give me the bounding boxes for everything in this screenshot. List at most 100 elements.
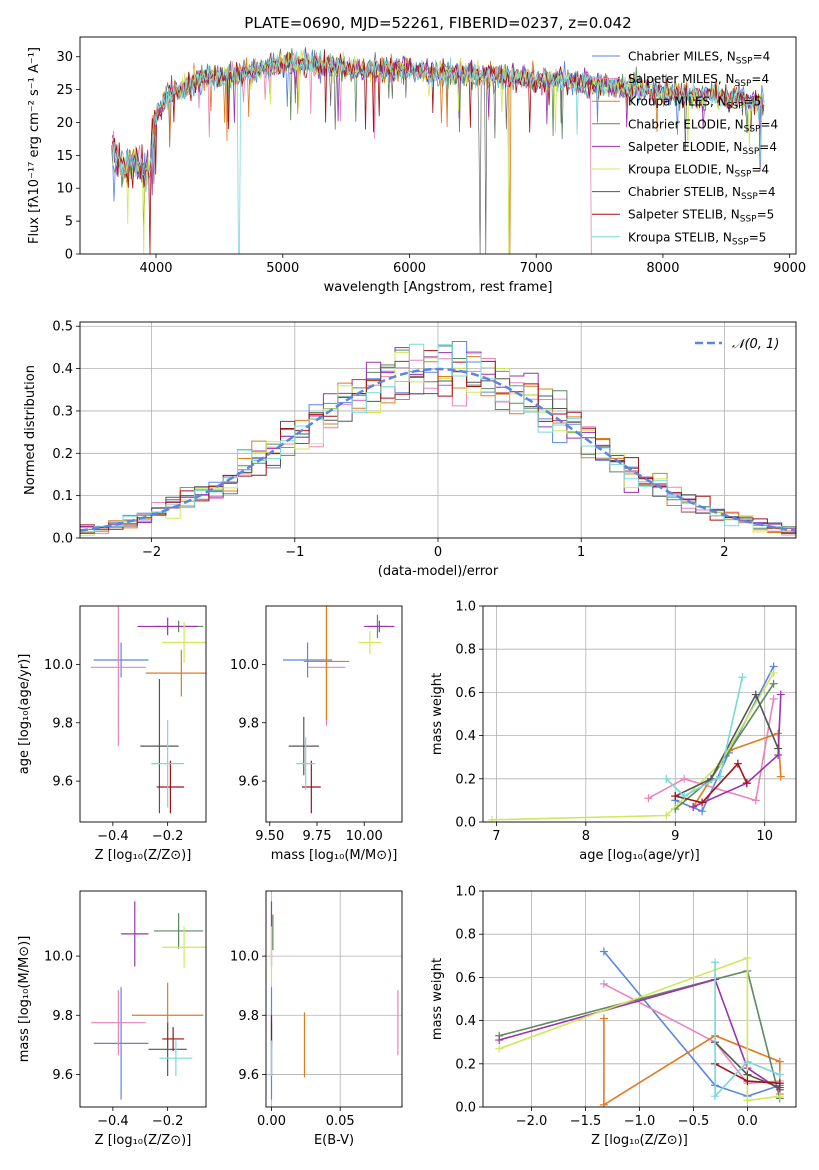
x-axis-ticks: 7 8 9 10 <box>492 822 773 844</box>
y-tick-label: 0.2 <box>455 1057 476 1072</box>
weight-point-marker <box>775 1079 784 1088</box>
x-tick-label: 9.75 <box>303 829 332 844</box>
x-axis-ticks: −2 −1 0 1 2 <box>142 538 729 560</box>
x-tick-label: 4000 <box>139 261 172 276</box>
weight-point-marker <box>689 802 698 811</box>
axes-frame <box>79 890 207 1108</box>
x-axis-label: mass [log₁₀(M/M⊙)] <box>271 848 398 863</box>
spectrum-series-line <box>112 50 765 254</box>
x-axis-label: (data-model)/error <box>378 564 499 579</box>
x-axis-ticks: 0.00 0.05 <box>257 1107 355 1129</box>
legend-entry: Chabrier STELIB, NSSP=4 <box>628 185 776 202</box>
weight-point-marker <box>743 1096 752 1105</box>
x-tick-label: 9000 <box>773 261 806 276</box>
error-bars <box>283 606 395 814</box>
legend: Chabrier MILES, NSSP=4 Salpeter MILES, NS… <box>592 50 778 247</box>
x-axis-ticks: 9.50 9.75 10.00 <box>255 822 383 844</box>
weight-point-marker <box>662 774 671 783</box>
x-tick-label: 8000 <box>646 261 679 276</box>
mass-vs-Z-chart: −0.4 −0.2 9.6 9.8 10.0 Z [log₁₀(Z/Z⊙)] mass [l… <box>17 890 207 1148</box>
gaussian-curve <box>80 367 796 532</box>
x-tick-label: −1.5 <box>570 1114 602 1129</box>
y-axis-ticks: 9.6 9.8 10.0 <box>44 950 80 1083</box>
weight-point-marker <box>680 792 689 801</box>
histograms <box>80 341 796 538</box>
error-bars <box>270 901 399 1100</box>
x-tick-label: −1.0 <box>624 1114 656 1129</box>
weight-series-line <box>603 950 781 1098</box>
y-tick-label: 0 <box>65 248 73 263</box>
x-tick-label: −0.4 <box>97 1114 129 1129</box>
x-axis-label: Z [log₁₀(Z/Z⊙)] <box>95 1133 192 1148</box>
error-bars <box>90 606 206 814</box>
weight-point-marker <box>599 1014 608 1023</box>
legend-entry: Chabrier MILES, NSSP=4 <box>628 50 770 67</box>
weight-series-line <box>692 732 782 808</box>
axes-frame <box>482 890 797 1108</box>
y-axis-ticks: 0 5 10 15 20 25 30 <box>56 50 80 263</box>
y-tick-label: 0.0 <box>455 816 476 831</box>
weight-lines <box>495 947 784 1107</box>
x-tick-label: 0.05 <box>326 1114 355 1129</box>
weight-series-line <box>498 956 780 1102</box>
x-tick-label: 0 <box>434 545 442 560</box>
x-tick-label: −1 <box>285 545 304 560</box>
x-tick-label: −0.5 <box>678 1114 710 1129</box>
y-tick-label: 15 <box>56 149 73 164</box>
y-tick-label: 9.8 <box>238 716 259 731</box>
x-tick-label: 9 <box>671 829 679 844</box>
weight-point-marker <box>743 1077 752 1086</box>
legend-entry: Kroupa MILES, NSSP=5 <box>628 95 761 112</box>
y-axis-ticks: 0.0 0.2 0.4 0.6 0.8 1.0 <box>455 600 483 831</box>
weight-series-line <box>603 1018 781 1107</box>
weight-lines <box>487 662 785 822</box>
weight-series-line <box>675 762 748 804</box>
weight-point-marker <box>487 815 496 822</box>
x-tick-label: 7000 <box>520 261 553 276</box>
y-tick-label: 10.0 <box>44 658 73 673</box>
y-tick-label: 0.6 <box>455 686 476 701</box>
mass-vs-ebv-chart: 0.00 0.05 9.6 9.8 10.0 E(B-V) <box>230 890 403 1148</box>
x-tick-label: −0.2 <box>152 829 184 844</box>
weight-point-marker <box>662 811 671 820</box>
weight-point-marker <box>599 1100 608 1107</box>
y-tick-label: 1.0 <box>455 885 476 900</box>
y-axis-label: mass [log₁₀(M/M⊙)] <box>17 936 32 1063</box>
axes-frame <box>265 605 403 823</box>
weight-point-marker <box>776 772 785 781</box>
legend: 𝒩(0, 1) <box>695 337 779 352</box>
y-tick-label: 30 <box>56 50 73 65</box>
x-tick-label: 7 <box>492 829 500 844</box>
legend-entry: Salpeter ELODIE, NSSP=4 <box>628 140 777 157</box>
x-axis-label: age [log₁₀(age/yr)] <box>579 848 700 863</box>
x-tick-label: 9.50 <box>255 829 284 844</box>
x-tick-label: 0.0 <box>737 1114 758 1129</box>
y-tick-label: 0.8 <box>455 928 476 943</box>
x-tick-label: 8 <box>582 829 590 844</box>
weight-series-line <box>603 983 780 1085</box>
legend-entry: Chabrier ELODIE, NSSP=4 <box>628 117 778 134</box>
x-axis-ticks: −0.4 −0.2 <box>97 822 183 844</box>
y-tick-label: 9.6 <box>238 1068 259 1083</box>
x-tick-label: −0.4 <box>97 829 129 844</box>
y-tick-label: 0.8 <box>455 643 476 658</box>
y-axis-label: mass weight <box>430 673 445 755</box>
spectrum-lines <box>111 47 765 254</box>
weight-vs-age-chart: 7 8 9 10 0.0 0.2 0.4 0.6 0.8 1.0 age [log₁₀(age/yr… <box>430 600 797 863</box>
x-tick-label: −2.0 <box>516 1114 548 1129</box>
age-vs-mass-chart: 9.50 9.75 10.00 9.6 9.8 10.0 mass [log₁₀(M/M⊙)… <box>230 605 403 863</box>
y-axis-ticks: 0.0 0.1 0.2 0.3 0.4 0.5 <box>52 320 80 547</box>
axes-frame <box>79 321 797 539</box>
weight-point-marker <box>743 1057 752 1066</box>
legend-entry: Salpeter STELIB, NSSP=5 <box>628 208 774 225</box>
y-tick-label: 0.4 <box>455 729 476 744</box>
chart-title: PLATE=0690, MJD=52261, FIBERID=0237, z=0… <box>244 14 631 32</box>
axes-frame <box>79 605 207 823</box>
y-tick-label: 0.1 <box>52 489 73 504</box>
weight-vs-Z-chart: −2.0 −1.5 −1.0 −0.5 0.0 0.0 0.2 0.4 0.6 0.8 1.0 Z [… <box>430 885 797 1148</box>
weight-point-marker <box>671 792 680 801</box>
legend-entry: Kroupa ELODIE, NSSP=4 <box>628 163 769 180</box>
weight-series-line <box>692 694 782 808</box>
x-axis-label: wavelength [Angstrom, rest frame] <box>324 280 553 295</box>
x-tick-label: −2 <box>142 545 161 560</box>
